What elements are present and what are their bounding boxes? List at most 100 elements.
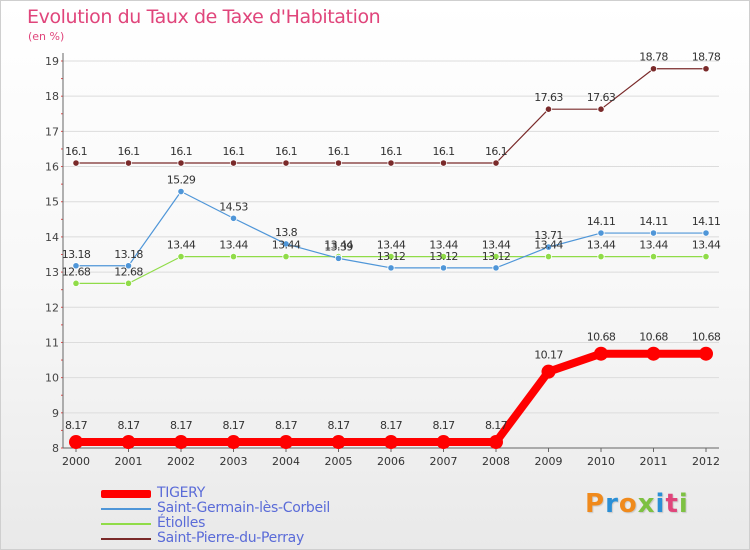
data-label: 8.17: [65, 419, 88, 432]
data-point: [229, 253, 238, 261]
logo-letter: r: [605, 489, 619, 519]
data-point: [646, 346, 661, 361]
data-label: 8.17: [485, 419, 508, 432]
y-tick-label: 9: [52, 407, 59, 420]
data-label: 13.8: [275, 226, 298, 239]
data-label: 12.68: [62, 265, 91, 278]
x-tick-label: 2010: [587, 455, 615, 468]
data-point: [334, 254, 343, 262]
data-label: 10.68: [692, 331, 721, 344]
data-label: 13.12: [429, 250, 458, 263]
data-label: 10.68: [639, 331, 668, 344]
data-label: 13.44: [587, 239, 616, 252]
data-label: 12.68: [114, 265, 143, 278]
data-point: [121, 435, 136, 450]
data-label: 13.44: [167, 239, 196, 252]
legend-swatch-saint-germain: [101, 508, 151, 510]
data-point: [226, 435, 241, 450]
data-point: [544, 253, 553, 261]
data-point: [702, 253, 710, 261]
data-label: 13.12: [482, 250, 511, 263]
legend-swatch-tigery: [101, 490, 151, 498]
data-label: 16.1: [275, 145, 297, 158]
y-tick-label: 16: [45, 161, 59, 174]
data-label: 13.18: [114, 248, 143, 261]
data-label: 13.44: [534, 239, 563, 252]
data-label: 8.17: [222, 419, 245, 432]
legend-label-tigery: TIGERY: [157, 485, 205, 501]
data-label: 13.71: [534, 229, 563, 242]
data-label: 14.11: [587, 215, 616, 228]
y-tick-label: 15: [45, 196, 59, 209]
data-point: [174, 435, 188, 450]
chart-subtitle: (en %): [28, 30, 65, 43]
logo-letter: x: [637, 489, 656, 519]
data-point: [229, 159, 238, 167]
data-label: 14.11: [692, 215, 721, 228]
data-point: [72, 279, 80, 287]
data-point: [492, 264, 500, 272]
data-point: [699, 346, 713, 361]
data-label: 16.1: [117, 145, 139, 158]
data-point: [387, 253, 395, 261]
data-point: [649, 253, 658, 261]
data-point: [282, 253, 290, 261]
data-label: 14.11: [639, 215, 668, 228]
proxiti-logo: Proxiti: [585, 489, 689, 519]
data-point: [124, 159, 133, 167]
data-point: [594, 346, 608, 361]
logo-letter: i: [678, 489, 689, 519]
y-tick-label: 12: [45, 301, 59, 314]
data-point: [177, 159, 185, 167]
legend: TIGERY Saint-Germain-lès-Corbeil Étiolle…: [101, 485, 401, 546]
x-tick-label: 2011: [640, 455, 668, 468]
data-point: [439, 159, 448, 167]
data-point: [282, 240, 290, 248]
data-point: [334, 159, 343, 167]
data-point: [279, 435, 293, 450]
legend-item-tigery: TIGERY: [101, 485, 401, 501]
logo-letter: i: [655, 489, 666, 519]
data-label: 10.68: [587, 331, 616, 344]
data-label: 16.1: [327, 145, 349, 158]
data-label: 16.1: [170, 145, 192, 158]
x-tick-label: 2001: [115, 455, 143, 468]
data-label: 13.44: [482, 239, 511, 252]
legend-item-etiolles: Étiolles: [101, 515, 401, 531]
data-point: [229, 214, 238, 222]
data-point: [649, 65, 658, 73]
data-point: [489, 435, 503, 450]
data-point: [436, 435, 451, 450]
x-tick-label: 2012: [692, 455, 720, 468]
y-tick-label: 13: [45, 266, 59, 279]
data-point: [177, 187, 185, 196]
y-tick-label: 11: [45, 336, 59, 349]
data-label: 13.44: [429, 239, 458, 252]
legend-item-saint-germain: Saint-Germain-lès-Corbeil: [101, 500, 401, 516]
data-label: 16.1: [222, 145, 244, 158]
data-label: 13.44: [377, 239, 406, 252]
data-point: [72, 159, 80, 167]
data-point: [492, 253, 500, 261]
data-label: 16.1: [380, 145, 402, 158]
legend-label-etiolles: Étiolles: [157, 515, 206, 531]
data-label: 15.29: [167, 174, 196, 187]
legend-label-saint-pierre: Saint-Pierre-du-Perray: [157, 530, 304, 546]
logo-letter: P: [585, 489, 606, 519]
data-point: [69, 435, 83, 450]
data-point: [124, 279, 133, 287]
y-tick-label: 8: [52, 442, 59, 455]
data-label: 13.18: [62, 248, 91, 261]
data-point: [177, 253, 185, 261]
data-point: [124, 262, 133, 270]
data-point: [387, 264, 395, 272]
data-label: 16.1: [65, 145, 87, 158]
data-label: 8.17: [327, 419, 350, 432]
data-label: 18.78: [639, 51, 668, 64]
data-label: 10.17: [534, 349, 563, 362]
legend-swatch-saint-pierre: [101, 538, 151, 540]
data-label: 8.17: [275, 419, 298, 432]
y-tick-label: 19: [45, 55, 59, 68]
x-tick-label: 2003: [220, 455, 248, 468]
